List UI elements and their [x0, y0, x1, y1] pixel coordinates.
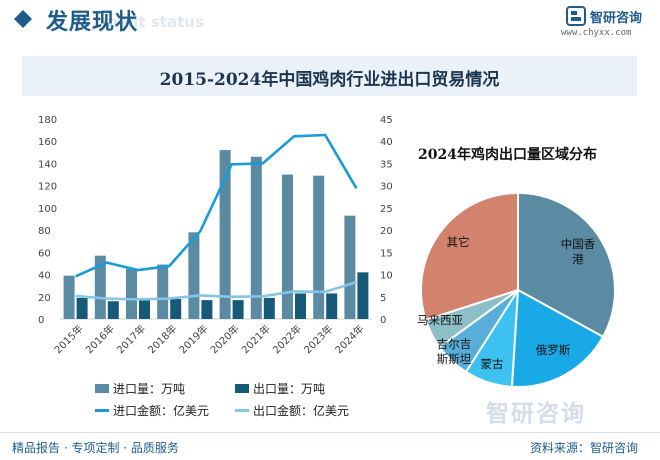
bar-export-volume — [107, 301, 119, 319]
bar-export-volume — [326, 293, 338, 319]
watermark: 智研咨询 — [486, 401, 586, 427]
footer-tagline: 精品报告 · 专项定制 · 品质服务 — [12, 441, 179, 455]
y-tick-label: 20 — [38, 293, 51, 304]
legend-swatch — [95, 384, 109, 393]
pie-label: 斯斯坦 — [437, 352, 472, 366]
bar-import-volume — [94, 255, 106, 319]
y-tick-label: 120 — [38, 182, 57, 193]
y-tick-label: 80 — [38, 226, 51, 237]
chart-canvas: 0 20 40 60 80 100 120 140 160 180 0 5 10 15 20 25 30 35 40… — [38, 115, 616, 388]
pie-label: 中国香 — [561, 237, 596, 251]
diamond-icon — [14, 10, 32, 28]
pie-label: 马来西亚 — [417, 313, 463, 327]
bar-import-volume — [282, 174, 293, 319]
pie-label: 其它 — [447, 235, 470, 249]
footer-source: 资料来源：智研咨询 — [530, 441, 639, 455]
pie-slice — [517, 191, 616, 339]
pie-label: 吉尔吉 — [437, 337, 472, 351]
bar-export-volume — [232, 300, 244, 319]
chart-title: 2015-2024年中国鸡肉行业进出口贸易情况 — [159, 70, 500, 90]
legend-label: 出口量：万吨 — [253, 382, 326, 396]
bar-import-volume — [344, 215, 356, 319]
bar-export-volume — [263, 297, 275, 319]
footer: 精品报告 · 专项定制 · 品质服务 资料来源：智研咨询 — [0, 432, 660, 460]
y-tick-label: 160 — [38, 137, 57, 148]
bar-import-volume — [250, 156, 262, 319]
bar-import-volume — [219, 150, 231, 319]
y2-tick-label: 45 — [380, 115, 393, 126]
x-tick-label: 2024年 — [332, 322, 366, 356]
line-export-value — [75, 280, 357, 301]
pie-label: 俄罗斯 — [536, 343, 571, 357]
legend-label: 进口量：万吨 — [113, 382, 186, 396]
y2-tick-label: 30 — [380, 182, 393, 193]
y-tick-label: 60 — [38, 248, 51, 259]
bar-export-volume — [295, 293, 306, 319]
legend-swatch — [235, 384, 249, 393]
y-tick-label: 40 — [38, 271, 51, 282]
bar-export-volume — [76, 297, 88, 319]
x-tick-label: 2021年 — [239, 322, 273, 356]
bar-import-volume — [63, 275, 75, 319]
y2-tick-label: 25 — [380, 204, 393, 215]
bar-export-volume — [170, 299, 182, 319]
brand-url: www.chyxx.com — [561, 28, 632, 38]
x-tick-label: 2017年 — [114, 322, 148, 356]
bar-import-volume — [126, 269, 137, 319]
bar-import-volume — [313, 175, 325, 319]
bar-export-volume — [139, 300, 150, 319]
x-tick-label: 2022年 — [270, 322, 304, 356]
y-tick-label: 100 — [38, 204, 57, 215]
y2-tick-label: 15 — [380, 248, 393, 259]
bar-import-volume — [188, 232, 200, 319]
x-tick-label: 2019年 — [176, 322, 210, 356]
y2-tick-label: 5 — [380, 293, 386, 304]
header-ghost-text: ment status — [102, 13, 204, 31]
pie-slice — [510, 288, 605, 388]
x-tick-label: 2020年 — [207, 322, 241, 356]
section-title: 发展现状 — [46, 10, 139, 35]
x-tick-label: 2023年 — [301, 322, 335, 356]
y2-tick-label: 20 — [380, 226, 393, 237]
legend-label: 出口金额：亿美元 — [253, 404, 350, 418]
title-bar: 2015-2024年中国鸡肉行业进出口贸易情况 — [22, 56, 637, 96]
brand-logo-icon — [566, 6, 586, 26]
pie-label: 港 — [572, 252, 584, 266]
y2-tick-label: 10 — [380, 271, 393, 282]
bar-export-volume — [357, 272, 369, 319]
legend-line — [235, 409, 249, 412]
x-tick-label: 2016年 — [83, 322, 117, 356]
y-tick-label: 0 — [38, 315, 44, 326]
pie-slice — [420, 191, 519, 322]
header: ment status 发展现状 智研咨询 www.chyxx.com — [0, 0, 660, 44]
y2-tick-label: 40 — [380, 137, 393, 148]
legend-line — [95, 409, 109, 412]
y-tick-label: 140 — [38, 159, 57, 170]
bar-import-volume — [157, 264, 169, 319]
x-tick-label: 2018年 — [145, 322, 179, 356]
legend: 进口量：万吨 出口量：万吨 进口金额：亿美元 出口金额：亿美元 — [95, 380, 365, 422]
pie-title: 2024年鸡肉出口量区域分布 — [418, 147, 597, 163]
y2-tick-label: 0 — [380, 315, 386, 326]
y-tick-label: 180 — [38, 115, 57, 126]
brand-name: 智研咨询 — [590, 11, 643, 26]
x-tick-label: 2015年 — [51, 322, 85, 356]
legend-label: 进口金额：亿美元 — [113, 404, 210, 418]
y2-tick-label: 35 — [380, 159, 393, 170]
pie-label: 蒙古 — [481, 357, 504, 371]
line-import-value — [75, 133, 358, 278]
bar-export-volume — [201, 300, 213, 319]
